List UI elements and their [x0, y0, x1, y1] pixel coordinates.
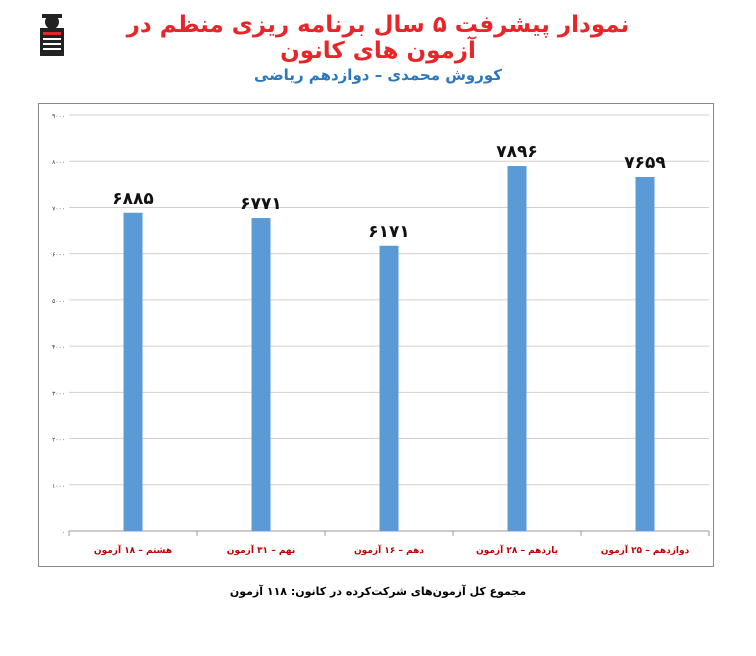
data-label: ۶۸۸۵: [112, 189, 154, 209]
x-tick-label: دوازدهم – ۲۵ آزمون: [601, 544, 690, 556]
y-tick-label: ۴۰۰۰: [52, 344, 65, 351]
bar: [507, 166, 527, 531]
bar: [379, 245, 399, 531]
x-tick-label: نهم – ۳۱ آزمون: [227, 544, 295, 556]
data-label: ۶۷۷۱: [240, 194, 282, 214]
y-tick-label: ۹۰۰۰: [52, 113, 65, 120]
data-label: ۷۶۵۹: [624, 153, 666, 173]
y-tick-label: ۲۰۰۰: [52, 437, 65, 444]
chart-subtitle: کوروش محمدی – دوازدهم ریاضی: [254, 66, 502, 84]
y-tick-label: ۳۰۰۰: [52, 390, 65, 397]
data-label: ۷۸۹۶: [496, 142, 538, 162]
bar-chart: ۰ ۱۰۰۰ ۲۰۰۰ ۳۰۰۰ ۴۰۰۰ ۵۰۰۰ ۶۰۰۰ ۷۰۰۰ ۸۰۰۰ ۹۰۰۰ ۶۸۸…: [52, 113, 710, 556]
y-tick-label: ۵۰۰۰: [52, 298, 65, 305]
x-tick-label: هشتم – ۱۸ آزمون: [94, 544, 172, 556]
y-tick-label: ۰: [62, 529, 65, 536]
chart-title: نمودار پیشرفت ۵ سال برنامه ریزی منظم در …: [126, 12, 630, 64]
chart-area: ۰ ۱۰۰۰ ۲۰۰۰ ۳۰۰۰ ۴۰۰۰ ۵۰۰۰ ۶۰۰۰ ۷۰۰۰ ۸۰۰۰ ۹۰۰۰ ۶۸۸…: [38, 103, 714, 567]
x-tick-label: یازدهم – ۲۸ آزمون: [476, 544, 558, 556]
bar: [123, 212, 143, 531]
logo-icon: [30, 10, 74, 58]
bar: [635, 176, 655, 531]
bar: [251, 218, 271, 531]
y-tick-label: ۱۰۰۰: [52, 483, 65, 490]
data-label: ۶۱۷۱: [368, 222, 410, 242]
y-tick-label: ۷۰۰۰: [52, 205, 65, 212]
x-tick-label: دهم – ۱۶ آزمون: [354, 544, 424, 556]
y-tick-label: ۶۰۰۰: [52, 252, 65, 259]
footer-note: مجموع کل آزمون‌های شرکت‌کرده در کانون: ۱…: [229, 585, 527, 598]
y-tick-label: ۸۰۰۰: [52, 159, 65, 166]
